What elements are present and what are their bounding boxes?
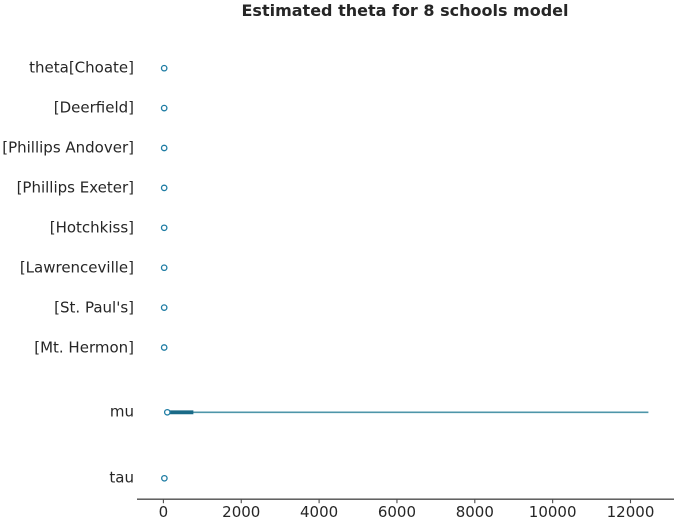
point-marker (160, 184, 168, 192)
point-marker (160, 104, 168, 112)
x-tick-label: 8000 (455, 503, 494, 521)
y-label: [Phillips Andover] (2, 138, 134, 157)
point-marker (160, 224, 168, 232)
y-label: [Phillips Exeter] (16, 178, 134, 197)
x-tick-label: 12000 (606, 503, 655, 521)
x-tick-label: 0 (158, 503, 169, 521)
y-label: [St. Paul's] (54, 298, 134, 317)
point-marker (160, 304, 168, 311)
x-tick-label: 10000 (528, 503, 577, 521)
y-label: [Mt. Hermon] (34, 338, 134, 357)
y-label: tau (109, 468, 134, 487)
x-tick-label: 6000 (377, 503, 417, 521)
y-label: [Hotchkiss] (49, 218, 134, 237)
y-label: mu (109, 402, 134, 421)
point-marker (161, 474, 168, 482)
point-marker (163, 408, 171, 416)
x-tick-label: 2000 (222, 503, 261, 521)
y-label: [Lawrenceville] (19, 258, 134, 277)
y-label: [Deerfield] (53, 98, 134, 117)
x-tick-label: 4000 (300, 503, 339, 521)
point-marker (160, 144, 168, 152)
point-marker (160, 264, 168, 272)
point-marker (160, 344, 168, 351)
chart-title: Estimated theta for 8 schools model (241, 1, 569, 20)
point-marker (160, 64, 168, 72)
y-label: theta[Choate] (29, 58, 134, 77)
